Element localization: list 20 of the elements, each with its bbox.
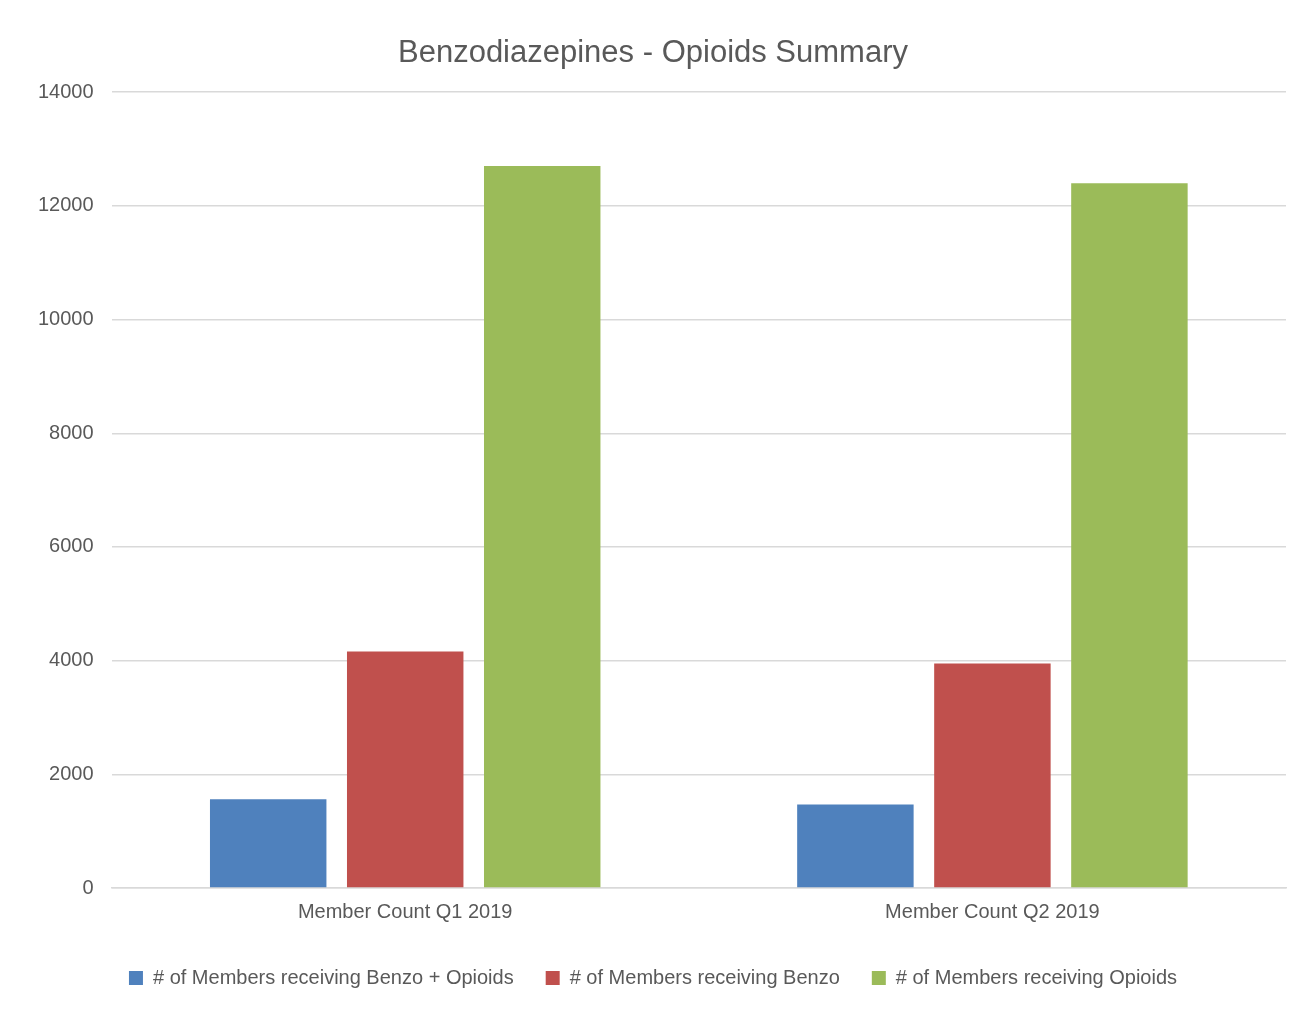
y-tick-label: 12000 (37, 193, 94, 216)
y-tick-label: 8000 (49, 420, 94, 443)
bar (346, 651, 464, 888)
bar (1071, 183, 1188, 888)
y-tick-label: 6000 (49, 534, 94, 557)
y-tick-label: 4000 (49, 648, 94, 671)
y-tick-label: 14000 (37, 79, 94, 102)
legend-label: # of Members receiving Benzo + Opioids (152, 965, 514, 988)
chart-title: Benzodiazepines - Opioids Summary (397, 34, 909, 70)
bar (483, 166, 601, 888)
bar (209, 799, 327, 888)
x-tick-label: Member Count Q1 2019 (297, 899, 513, 922)
bar (934, 663, 1051, 888)
bar (797, 804, 914, 888)
legend-label: # of Members receiving Opioids (895, 965, 1178, 988)
legend-label: # of Members receiving Benzo (569, 965, 840, 988)
y-tick-label: 10000 (37, 307, 94, 330)
y-tick-label: 0 (82, 875, 94, 898)
y-tick-label: 2000 (49, 761, 94, 784)
x-tick-label: Member Count Q2 2019 (885, 899, 1100, 922)
